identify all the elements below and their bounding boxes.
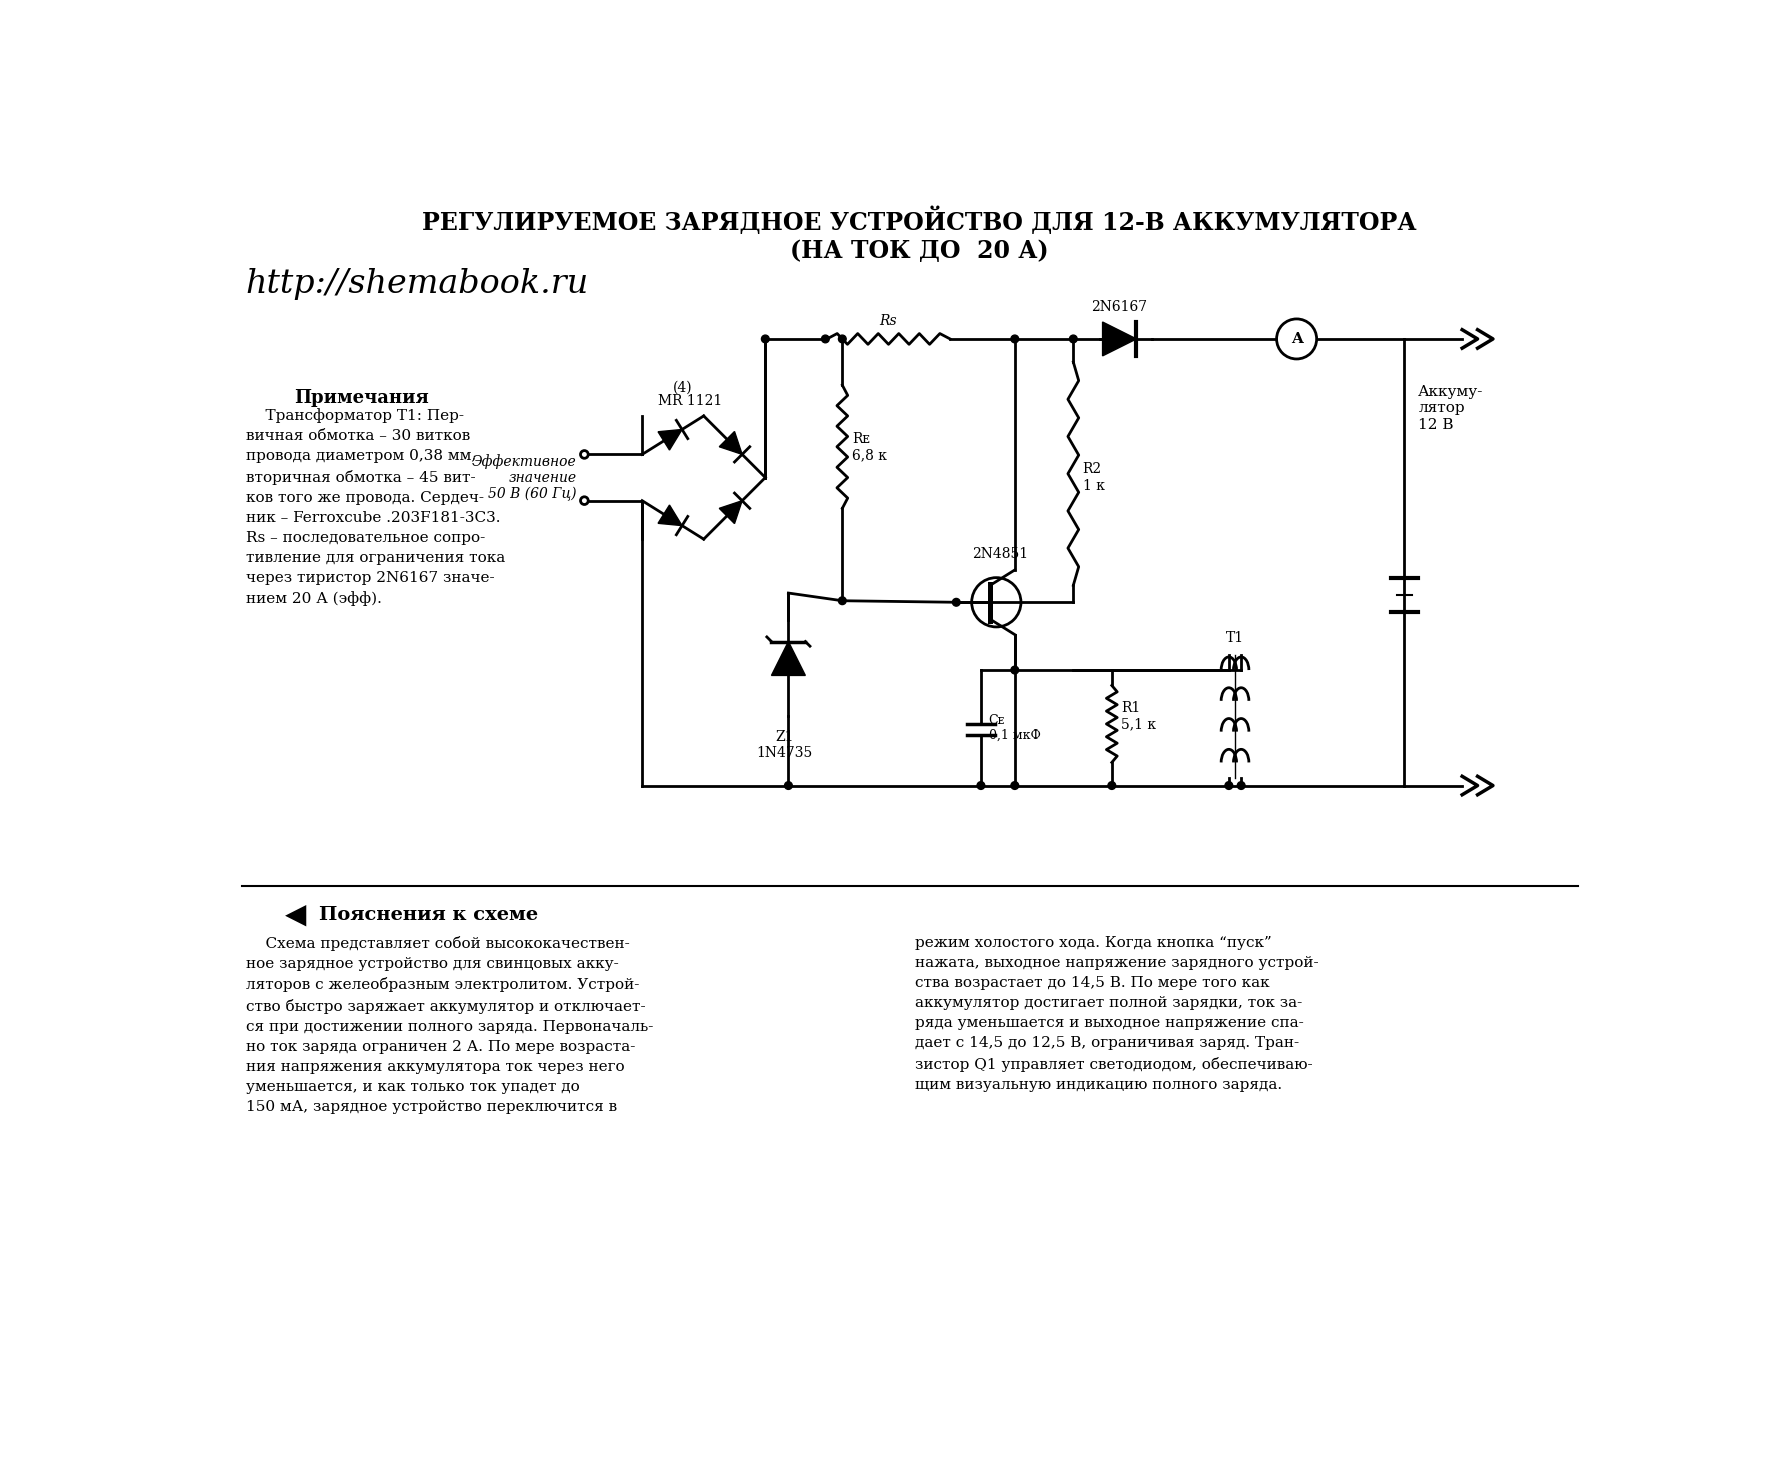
Polygon shape: [1102, 322, 1136, 356]
Text: Z1
1N4735: Z1 1N4735: [756, 730, 813, 761]
Circle shape: [761, 335, 769, 343]
Text: Cᴇ
0,1 мкФ: Cᴇ 0,1 мкФ: [989, 713, 1040, 741]
Text: A: A: [1290, 332, 1303, 346]
Polygon shape: [719, 501, 742, 523]
Text: R2
1 к: R2 1 к: [1083, 462, 1104, 493]
Text: MR 1121: MR 1121: [657, 394, 722, 408]
Polygon shape: [719, 431, 742, 455]
Circle shape: [1012, 335, 1019, 343]
Text: Примечания: Примечания: [293, 388, 428, 408]
Text: Пояснения к схеме: Пояснения к схеме: [320, 905, 538, 925]
Polygon shape: [659, 505, 682, 526]
Text: Аккуму-
лятор
12 В: Аккуму- лятор 12 В: [1418, 385, 1484, 431]
Text: (НА ТОК ДО  20 А): (НА ТОК ДО 20 А): [790, 239, 1049, 263]
Text: Схема представляет собой высококачествен-
ное зарядное устройство для свинцовых : Схема представляет собой высококачествен…: [245, 936, 653, 1114]
Circle shape: [1070, 335, 1077, 343]
Text: Эффективное
значение
50 В (60 Гц): Эффективное значение 50 В (60 Гц): [472, 453, 577, 501]
Circle shape: [1012, 781, 1019, 789]
Circle shape: [1012, 666, 1019, 674]
Circle shape: [838, 335, 847, 343]
Text: http://shemabook.ru: http://shemabook.ru: [245, 269, 589, 300]
Circle shape: [1225, 781, 1232, 789]
Text: 2N6167: 2N6167: [1092, 300, 1148, 315]
Text: (4): (4): [673, 381, 692, 394]
Circle shape: [838, 597, 847, 604]
Text: Трансформатор Т1: Пер-
вичная обмотка – 30 витков
провода диаметром 0,38 мм,
вто: Трансформатор Т1: Пер- вичная обмотка – …: [245, 408, 504, 607]
Circle shape: [1237, 781, 1244, 789]
Text: РЕГУЛИРУЕМОЕ ЗАРЯДНОЕ УСТРОЙСТВО ДЛЯ 12-В АККУМУЛЯТОРА: РЕГУЛИРУЕМОЕ ЗАРЯДНОЕ УСТРОЙСТВО ДЛЯ 12-…: [422, 207, 1416, 235]
Text: ◀: ◀: [286, 901, 307, 929]
Circle shape: [976, 781, 985, 789]
Polygon shape: [659, 430, 682, 450]
Text: режим холостого хода. Когда кнопка “пуск”
нажата, выходное напряжение зарядного : режим холостого хода. Когда кнопка “пуск…: [916, 936, 1319, 1092]
Text: Rs: Rs: [880, 315, 898, 328]
Text: 2N4851: 2N4851: [973, 546, 1028, 561]
Circle shape: [1108, 781, 1116, 789]
Polygon shape: [772, 641, 806, 675]
Circle shape: [785, 781, 792, 789]
Circle shape: [953, 598, 960, 606]
Text: R1
5,1 к: R1 5,1 к: [1122, 702, 1156, 731]
Text: T1: T1: [1227, 631, 1244, 645]
Text: Rᴇ
6,8 к: Rᴇ 6,8 к: [852, 431, 888, 462]
Circle shape: [822, 335, 829, 343]
